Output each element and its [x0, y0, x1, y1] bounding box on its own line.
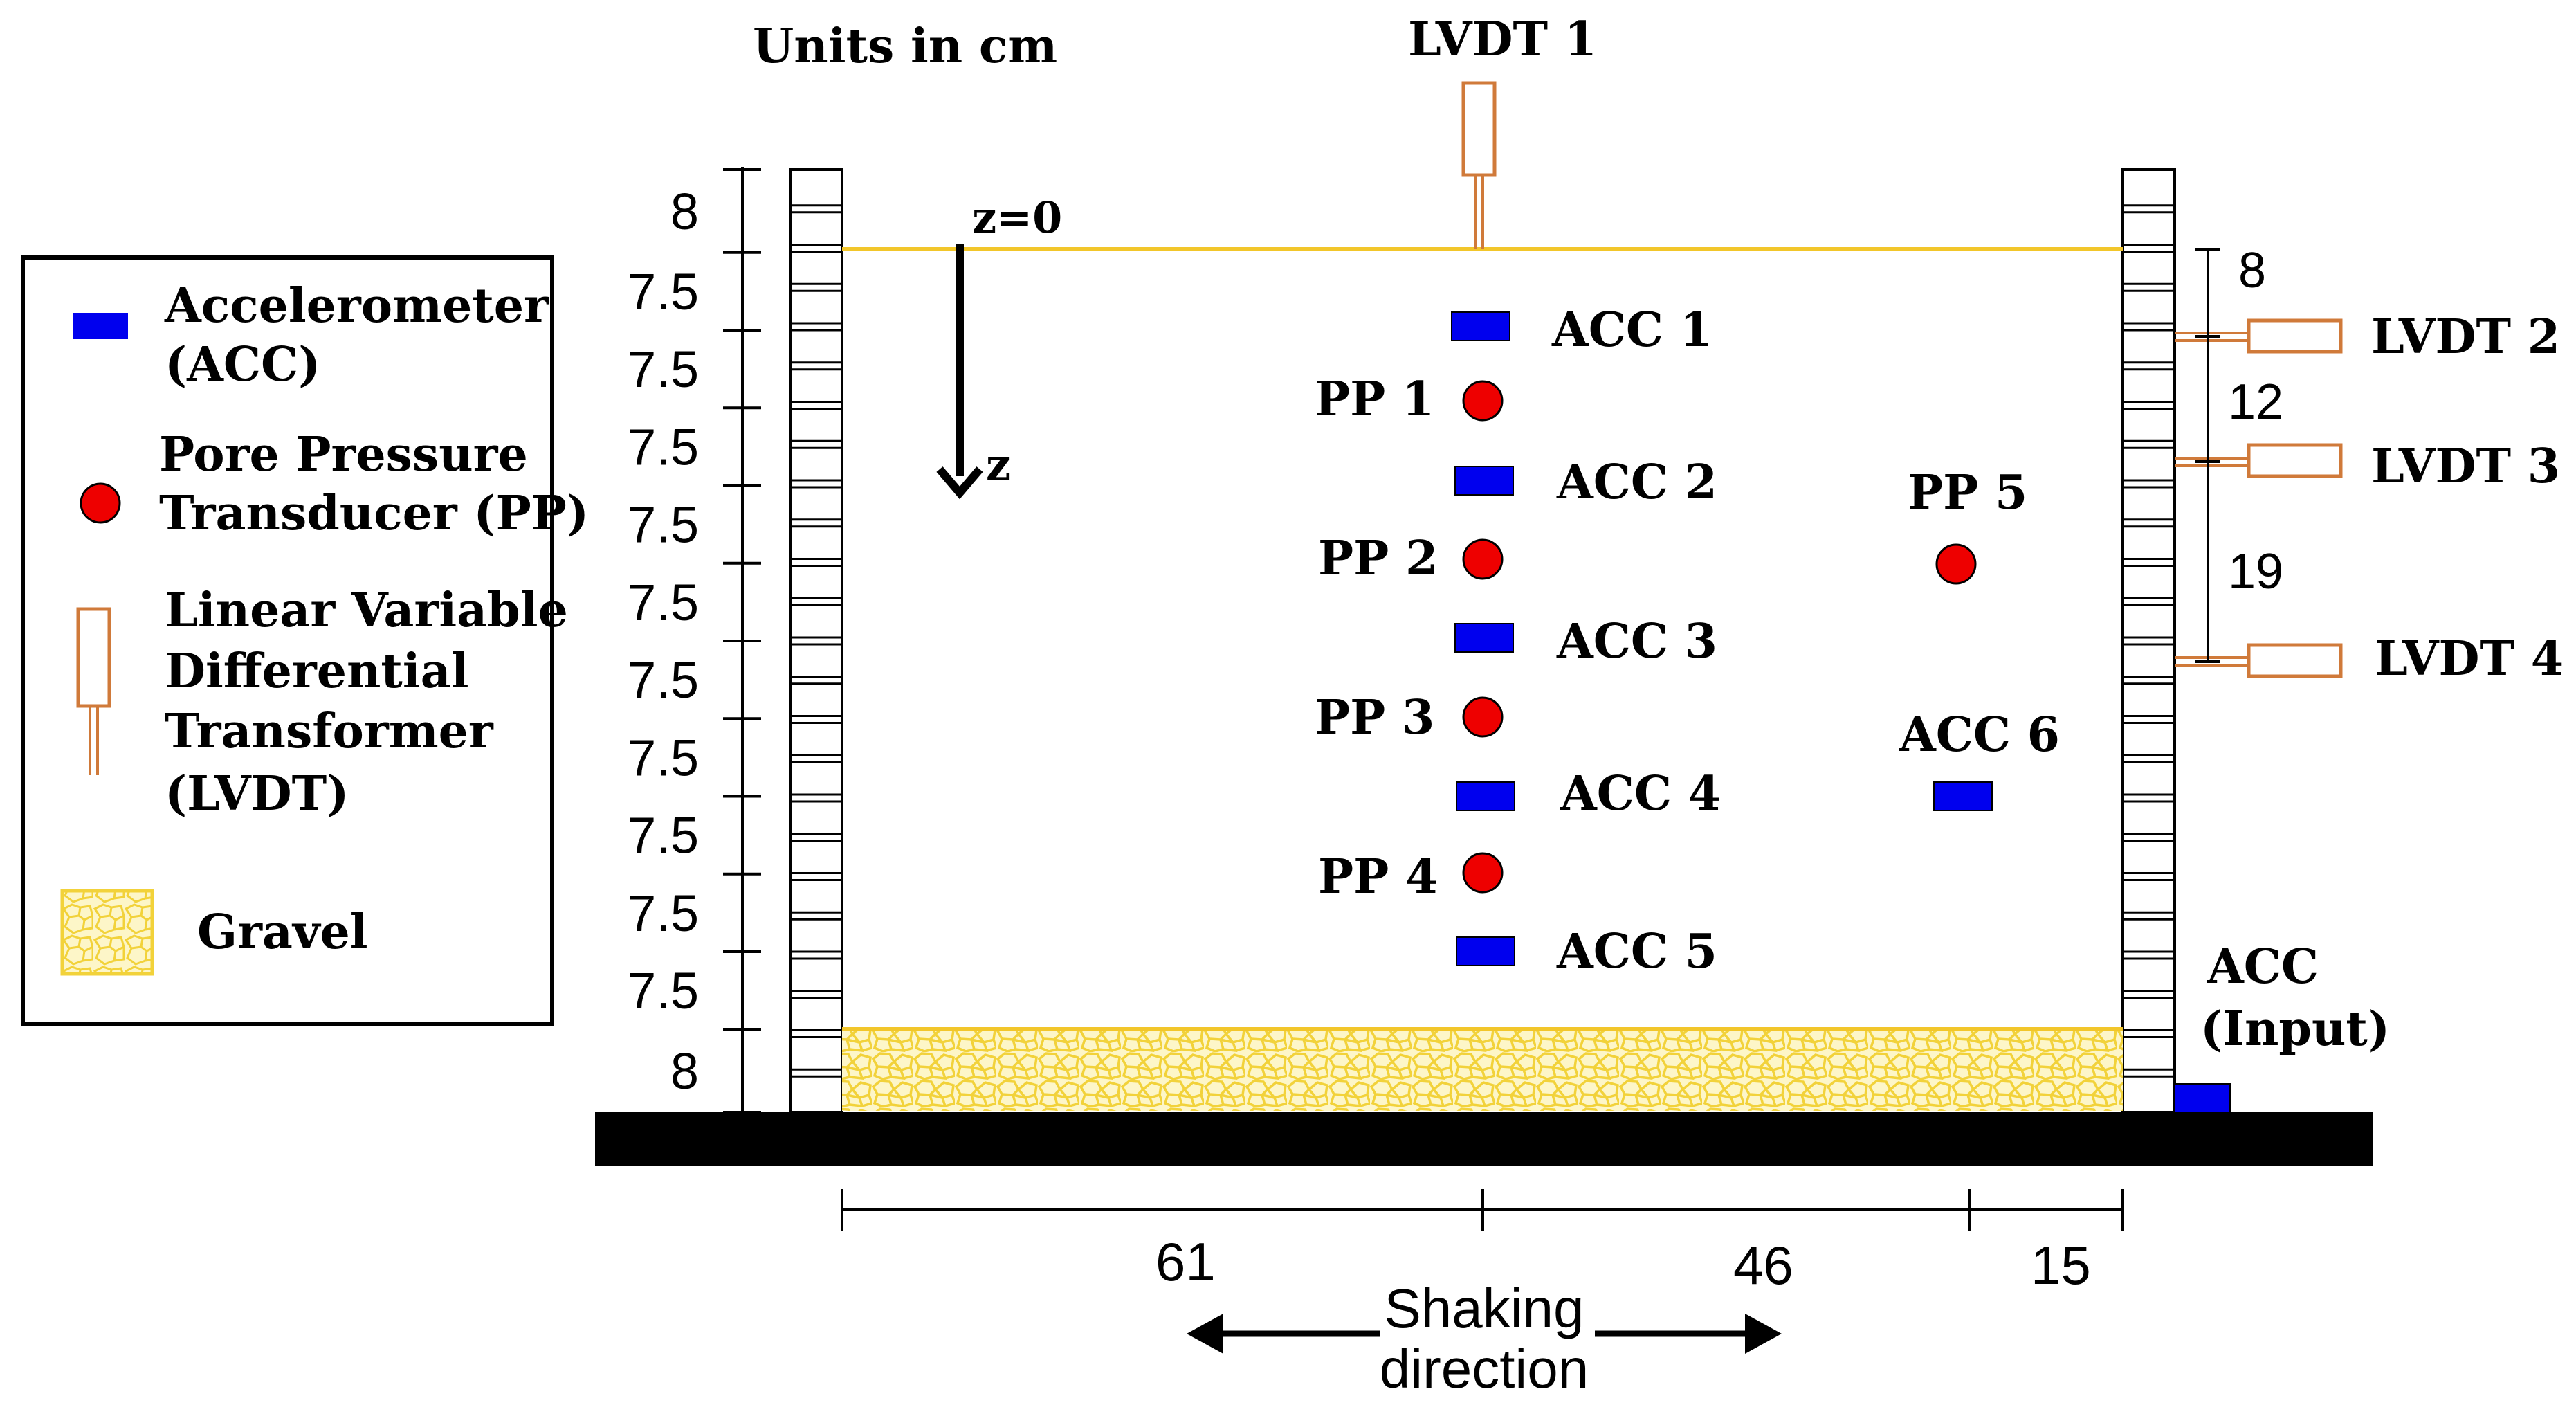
legend-gravel-label: Gravel	[197, 905, 368, 960]
acc-6-marker	[1933, 781, 1993, 811]
legend-lvdt-symbol	[76, 607, 111, 775]
right-spacing-ruler: 8 12 19	[2195, 243, 2283, 663]
pp-2-label: PP 2	[1318, 531, 1438, 586]
acc-3-label: ACC 3	[1556, 614, 1717, 669]
lvdt-3-label: LVDT 3	[2371, 439, 2560, 494]
horizontal-spacing-3: 15	[2031, 1235, 2091, 1296]
acc-input-label-1: ACC	[2207, 939, 2319, 995]
acc-5-marker	[1456, 936, 1515, 966]
pp-3-marker	[1462, 696, 1504, 738]
acc-1-marker	[1451, 311, 1510, 341]
layer-thickness-label: 7.5	[628, 496, 699, 554]
pp-5-marker	[1935, 543, 1977, 585]
gravel-layer	[842, 1029, 2123, 1111]
horizontal-dimension: 61 46 15	[841, 1189, 2124, 1296]
acc-2-label: ACC 2	[1556, 455, 1717, 510]
right-spacing-1: 8	[2238, 243, 2266, 298]
horizontal-spacing-2: 46	[1733, 1235, 1793, 1296]
layer-thickness-label: 7.5	[628, 807, 699, 864]
legend-pp-symbol	[80, 482, 121, 524]
legend-lvdt-label-4: (LVDT)	[165, 766, 349, 822]
legend-pp-label-2: Transducer (PP)	[159, 486, 589, 541]
acc-4-marker	[1456, 781, 1515, 811]
lvdt-1-symbol	[1461, 81, 1497, 249]
pp-5-label: PP 5	[1908, 465, 2027, 520]
shaking-label-2: direction	[1380, 1338, 1589, 1399]
layer-thickness-label: 7.5	[628, 885, 699, 942]
pp-2-marker	[1462, 538, 1504, 580]
pp-4-label: PP 4	[1318, 849, 1438, 905]
acc-3-marker	[1454, 623, 1514, 653]
layer-thickness-label: 7.5	[628, 651, 699, 709]
layer-thickness-label: 7.5	[628, 418, 699, 475]
lvdt-1-label: LVDT 1	[1408, 12, 1597, 67]
legend-pp-label-1: Pore Pressure	[159, 427, 528, 482]
z0-label: z=0	[972, 192, 1062, 243]
legend-lvdt-label-3: Transformer	[165, 704, 494, 759]
legend-gravel-symbol	[60, 889, 154, 976]
right-spacing-2: 12	[2228, 374, 2283, 430]
layer-thickness-label: 7.5	[628, 729, 699, 786]
acc-input-marker	[2174, 1083, 2231, 1113]
legend-acc-label-2: (ACC)	[165, 337, 320, 392]
pp-1-label: PP 1	[1315, 372, 1434, 427]
units-label: Units in cm	[753, 19, 1057, 74]
legend-acc-label-1: Accelerometer	[164, 278, 549, 334]
layer-thickness-label: 7.5	[628, 341, 699, 398]
acc-6-label: ACC 6	[1899, 707, 2060, 763]
right-spacing-3: 19	[2228, 544, 2283, 599]
z-label: z	[986, 439, 1010, 490]
layer-thickness-label: 8	[670, 183, 699, 240]
pp-3-label: PP 3	[1315, 690, 1434, 745]
horizontal-spacing-1: 61	[1155, 1231, 1216, 1292]
layer-thickness-label: 7.5	[628, 962, 699, 1019]
acc-5-label: ACC 5	[1556, 924, 1717, 979]
lvdt-2-label: LVDT 2	[2371, 309, 2560, 365]
legend-accelerometer-symbol	[73, 313, 128, 339]
lvdt-4-symbol	[2175, 643, 2343, 678]
shake-table-base	[595, 1112, 2373, 1166]
acc-input-label-2: (Input)	[2200, 1001, 2390, 1057]
shaking-direction-arrow: Shaking direction	[1187, 1278, 1782, 1399]
lvdt-2-symbol	[2175, 318, 2343, 354]
pp-1-marker	[1462, 380, 1504, 422]
shaking-label-1: Shaking	[1384, 1278, 1584, 1339]
left-laminar-wall	[789, 168, 843, 1114]
legend-lvdt-label-2: Differential	[165, 644, 469, 699]
lvdt-3-symbol	[2175, 443, 2343, 478]
left-depth-ruler: 8 7.5 7.5 7.5 7.5 7.5 7.5 7.5 7.5 7.5 7.5 8	[628, 167, 761, 1114]
layer-thickness-label: 7.5	[628, 263, 699, 320]
pp-4-marker	[1462, 852, 1504, 894]
depth-axis: z=0 z	[936, 192, 1062, 500]
layer-thickness-label: 8	[670, 1042, 699, 1100]
acc-2-marker	[1454, 466, 1514, 496]
acc-1-label: ACC 1	[1551, 302, 1712, 358]
legend-lvdt-label-1: Linear Variable	[165, 583, 568, 638]
legend: Accelerometer (ACC) Pore Pressure Transd…	[21, 255, 589, 1026]
right-laminar-wall	[2121, 168, 2176, 1114]
layer-thickness-label: 7.5	[628, 574, 699, 631]
acc-4-label: ACC 4	[1560, 766, 1721, 822]
lvdt-4-label: LVDT 4	[2375, 631, 2564, 687]
